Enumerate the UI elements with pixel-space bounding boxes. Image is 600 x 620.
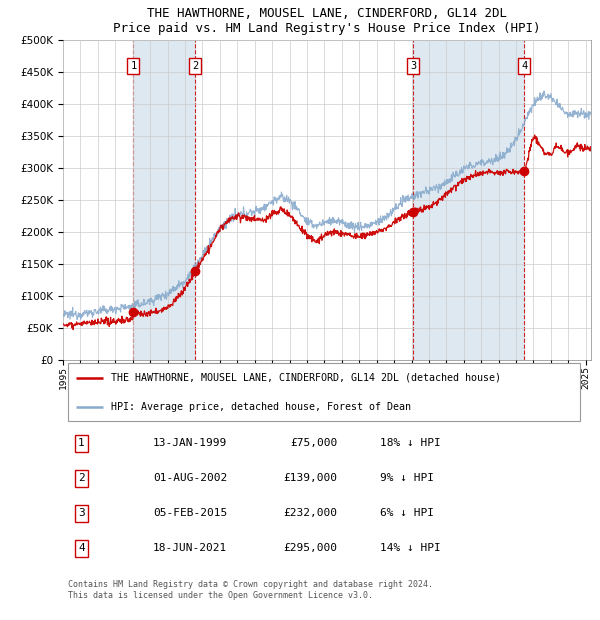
Text: 2: 2 — [192, 61, 198, 71]
Text: £295,000: £295,000 — [284, 543, 338, 554]
Text: 1: 1 — [130, 61, 137, 71]
Text: 14% ↓ HPI: 14% ↓ HPI — [380, 543, 440, 554]
Text: £139,000: £139,000 — [284, 473, 338, 484]
Bar — [133, 40, 195, 360]
Text: 9% ↓ HPI: 9% ↓ HPI — [380, 473, 434, 484]
Text: 3: 3 — [78, 508, 85, 518]
Text: 01-AUG-2002: 01-AUG-2002 — [153, 473, 227, 484]
Title: THE HAWTHORNE, MOUSEL LANE, CINDERFORD, GL14 2DL
Price paid vs. HM Land Registry: THE HAWTHORNE, MOUSEL LANE, CINDERFORD, … — [113, 7, 541, 35]
Bar — [413, 40, 524, 360]
Text: £75,000: £75,000 — [290, 438, 338, 448]
Text: Contains HM Land Registry data © Crown copyright and database right 2024.
This d: Contains HM Land Registry data © Crown c… — [68, 580, 433, 600]
Text: 18-JUN-2021: 18-JUN-2021 — [153, 543, 227, 554]
Text: 4: 4 — [521, 61, 527, 71]
Text: 3: 3 — [410, 61, 416, 71]
Text: 4: 4 — [78, 543, 85, 554]
Text: 05-FEB-2015: 05-FEB-2015 — [153, 508, 227, 518]
Text: £232,000: £232,000 — [284, 508, 338, 518]
Text: 6% ↓ HPI: 6% ↓ HPI — [380, 508, 434, 518]
Text: THE HAWTHORNE, MOUSEL LANE, CINDERFORD, GL14 2DL (detached house): THE HAWTHORNE, MOUSEL LANE, CINDERFORD, … — [110, 373, 500, 383]
Text: 18% ↓ HPI: 18% ↓ HPI — [380, 438, 440, 448]
FancyBboxPatch shape — [68, 363, 580, 420]
Text: 2: 2 — [78, 473, 85, 484]
Text: 1: 1 — [78, 438, 85, 448]
Text: 13-JAN-1999: 13-JAN-1999 — [153, 438, 227, 448]
Text: HPI: Average price, detached house, Forest of Dean: HPI: Average price, detached house, Fore… — [110, 402, 410, 412]
